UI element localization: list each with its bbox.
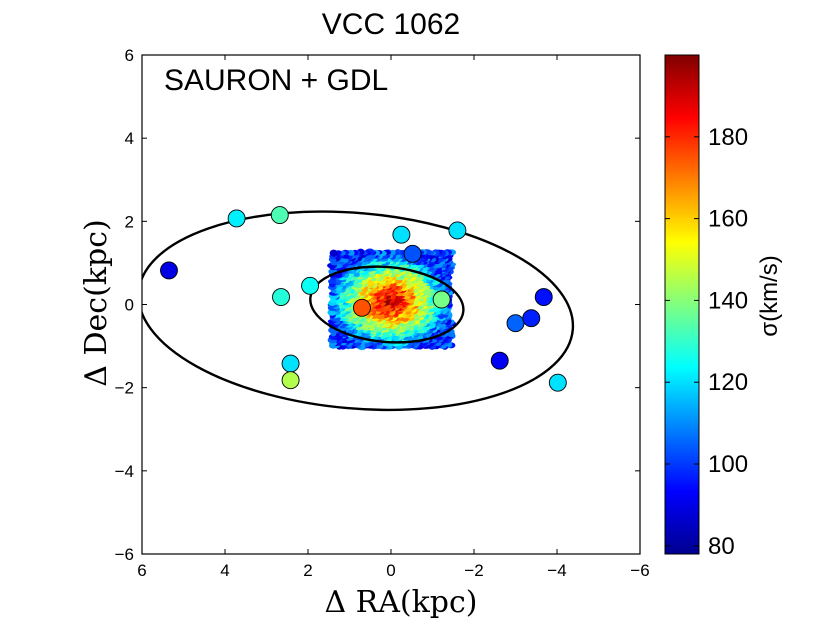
gc-point	[448, 221, 467, 240]
gc-point	[281, 371, 300, 390]
gc-point	[548, 373, 567, 392]
y-tick-label: −6	[115, 545, 134, 564]
gc-points	[160, 206, 567, 392]
colorbar-label: σ(km/s)	[756, 255, 783, 336]
y-tick-label: −4	[115, 462, 134, 481]
x-tick-label: 2	[303, 561, 312, 580]
y-tick-label: 4	[125, 129, 134, 148]
gc-point	[281, 354, 300, 373]
colorbar-tick-label: 160	[708, 206, 748, 233]
x-tick-label: −6	[630, 561, 649, 580]
chart-title: VCC 1062	[322, 8, 460, 41]
colorbar-tick-label: 140	[708, 287, 748, 314]
x-tick-label: 6	[137, 561, 146, 580]
x-tick-label: 0	[386, 561, 395, 580]
y-tick-label: 0	[125, 296, 134, 315]
gc-point	[227, 209, 246, 228]
colorbar-tick-label: 80	[708, 533, 735, 560]
isophote-ellipse	[309, 265, 465, 344]
gc-point	[301, 276, 320, 295]
colorbar-tick-label: 100	[708, 451, 748, 478]
colorbar-ticks: 80 100 120 140 160 180	[665, 124, 748, 560]
gc-point	[392, 225, 411, 244]
isophote-ellipses	[142, 210, 575, 412]
gc-point	[403, 244, 422, 263]
gc-point	[160, 261, 178, 280]
colorbar-tick-label: 120	[708, 369, 748, 396]
y-axis-ticks: −6 −4 −2 0 2 4 6	[115, 46, 640, 564]
gc-point	[506, 314, 525, 333]
gc-point	[534, 288, 553, 306]
colorbar-tick-label: 180	[708, 124, 748, 151]
plot-annotation: SAURON + GDL	[164, 64, 388, 97]
y-tick-label: 2	[125, 212, 134, 231]
x-axis-ticks: 6 4 2 0 −2 −4 −6	[137, 55, 650, 580]
isophote-ellipse	[142, 210, 575, 412]
y-tick-label: −2	[115, 379, 134, 398]
x-tick-label: −2	[464, 561, 483, 580]
x-axis-label: Δ RA(kpc)	[324, 585, 477, 620]
gc-point	[432, 290, 451, 309]
y-axis-label: Δ Dec(kpc)	[79, 219, 114, 386]
y-tick-label: 6	[125, 46, 134, 65]
colorbar	[664, 54, 700, 555]
ifu-spaxel	[329, 249, 338, 257]
gc-point	[522, 309, 541, 328]
gc-point	[490, 351, 509, 370]
x-tick-label: −4	[547, 561, 566, 580]
gc-point	[270, 206, 289, 225]
x-tick-label: 4	[220, 561, 229, 580]
gc-point	[272, 288, 290, 306]
gc-point	[353, 298, 371, 317]
